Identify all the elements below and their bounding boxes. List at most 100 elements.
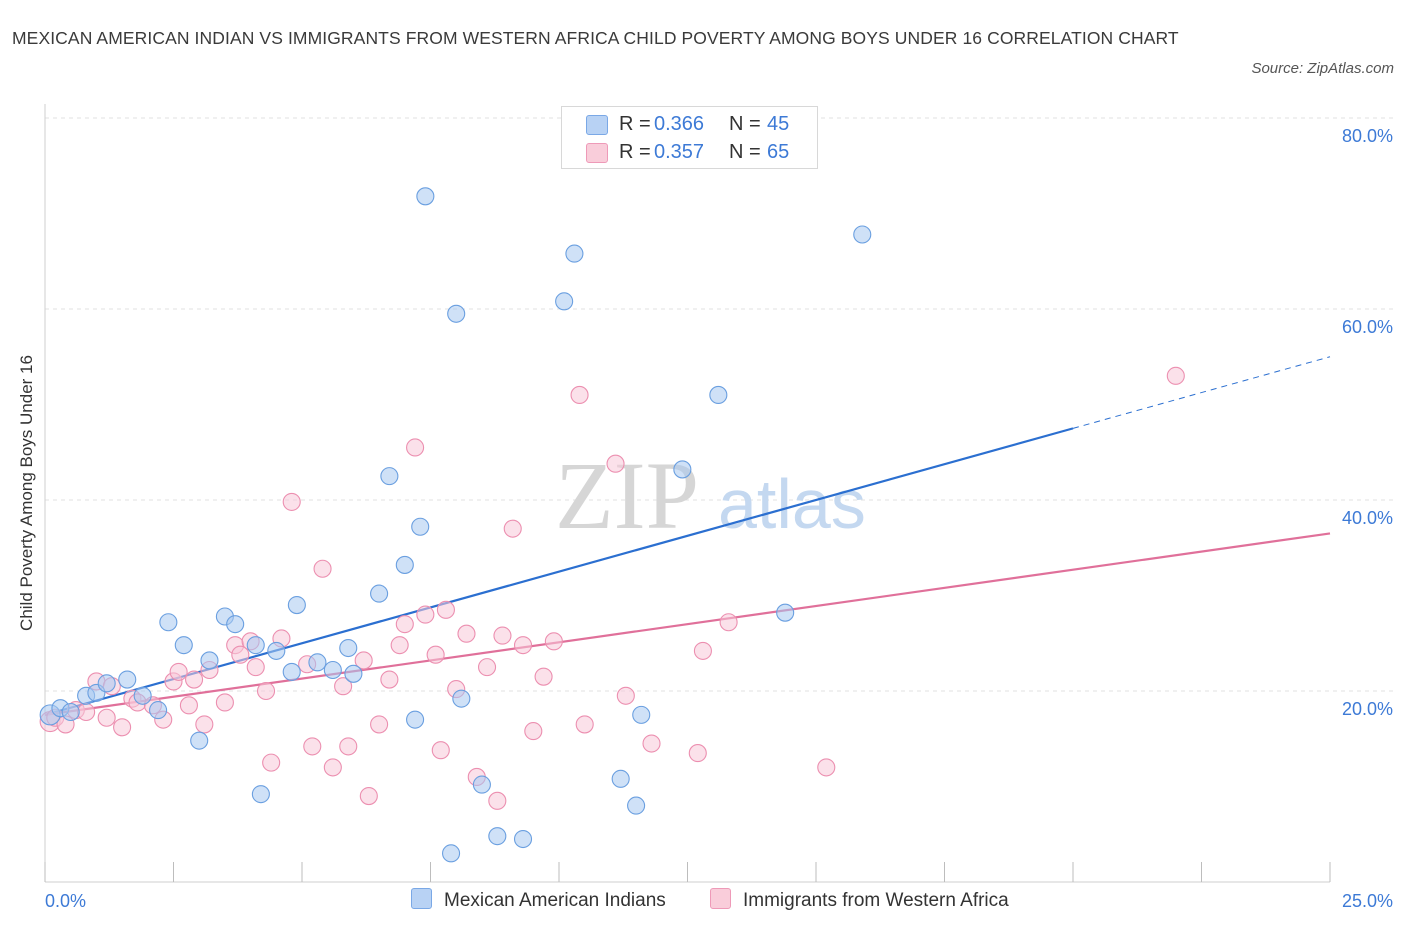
data-point xyxy=(416,187,435,206)
data-point xyxy=(817,758,836,777)
data-point xyxy=(282,662,301,681)
data-point xyxy=(354,651,373,670)
data-point xyxy=(442,844,461,863)
data-point xyxy=(555,292,574,311)
data-point xyxy=(380,467,399,486)
data-point xyxy=(513,636,533,655)
x-tick-label: 25.0% xyxy=(1342,891,1393,911)
y-tick-label: 20.0% xyxy=(1342,699,1393,719)
watermark: ZIP atlas xyxy=(555,442,866,549)
data-point xyxy=(159,613,178,632)
data-point xyxy=(77,702,96,722)
data-point xyxy=(262,753,281,772)
data-point xyxy=(113,718,132,737)
data-point xyxy=(169,662,188,681)
legend-r-value: 0.366 xyxy=(654,113,705,135)
data-point xyxy=(436,600,455,619)
data-point xyxy=(370,584,389,603)
legend-r-value: 0.357 xyxy=(654,141,705,163)
data-point xyxy=(452,689,471,708)
bottom-legend-label: Immigrants from Western Africa xyxy=(743,890,1009,911)
data-point xyxy=(174,636,193,655)
y-tick-label: 40.0% xyxy=(1342,508,1393,528)
data-point xyxy=(246,636,265,655)
data-point xyxy=(323,758,342,777)
y-tick-label: 60.0% xyxy=(1342,317,1393,337)
data-point xyxy=(395,615,414,634)
y-tick-label: 80.0% xyxy=(1342,126,1393,146)
data-point xyxy=(627,796,646,815)
data-point xyxy=(287,595,306,615)
data-point xyxy=(632,705,651,724)
data-point xyxy=(673,460,692,479)
bottom-legend-label: Mexican American Indians xyxy=(444,890,666,911)
data-point xyxy=(97,674,116,693)
data-point xyxy=(190,731,209,750)
data-point xyxy=(611,769,630,788)
correlation-legend: R = 0.366 N = 45 R = 0.357 N = 65 xyxy=(561,106,818,169)
data-point xyxy=(575,715,594,734)
data-point xyxy=(380,670,399,689)
data-point xyxy=(195,715,214,734)
data-point xyxy=(185,670,204,689)
data-point xyxy=(313,559,332,578)
source-label: Source: ZipAtlas.com xyxy=(1251,60,1394,77)
data-point xyxy=(513,829,533,849)
data-point xyxy=(447,304,466,323)
legend-n-label: N = xyxy=(729,141,761,163)
data-point xyxy=(493,626,512,645)
legend-r-label: R = xyxy=(619,141,651,163)
data-point xyxy=(488,791,507,810)
data-point xyxy=(472,775,491,794)
legend-n-value: 45 xyxy=(767,113,790,135)
data-point xyxy=(1166,366,1185,385)
data-point xyxy=(118,670,137,689)
data-point xyxy=(406,438,425,457)
y-axis-label: Child Poverty Among Boys Under 16 xyxy=(17,355,36,631)
data-point xyxy=(334,677,353,696)
data-point xyxy=(431,741,450,760)
watermark-zip: ZIP xyxy=(555,442,699,549)
data-point xyxy=(149,701,168,720)
data-point xyxy=(339,737,358,756)
data-point xyxy=(719,613,738,632)
watermark-atlas: atlas xyxy=(718,465,866,543)
data-point xyxy=(853,225,872,244)
data-point xyxy=(616,686,635,705)
data-point xyxy=(359,786,378,806)
data-point xyxy=(200,651,219,670)
data-point xyxy=(426,645,445,664)
data-point xyxy=(544,632,563,651)
data-point xyxy=(565,244,584,263)
data-point xyxy=(282,492,301,511)
data-point xyxy=(416,605,435,624)
data-point xyxy=(534,667,553,686)
bottom-legend-swatch-blue xyxy=(411,888,432,909)
data-point xyxy=(709,385,728,405)
chart-title: MEXICAN AMERICAN INDIAN VS IMMIGRANTS FR… xyxy=(12,28,1179,48)
data-point xyxy=(339,638,358,658)
bottom-legend-immigrants-western-africa: Immigrants from Western Africa xyxy=(710,888,1009,912)
data-point xyxy=(267,641,286,660)
data-point xyxy=(395,555,414,574)
data-point xyxy=(256,681,276,701)
axes xyxy=(44,104,1331,883)
data-point xyxy=(61,702,80,722)
legend-n-value: 65 xyxy=(767,141,790,163)
x-tick-labels: 0.0% 25.0% xyxy=(45,891,1393,911)
data-point xyxy=(477,658,497,677)
data-point xyxy=(693,641,712,660)
legend-r-label: R = xyxy=(619,113,651,135)
data-point xyxy=(524,722,543,741)
data-point xyxy=(606,454,625,473)
data-point xyxy=(642,734,661,753)
data-point xyxy=(133,686,152,705)
bottom-legend-swatch-pink xyxy=(710,888,731,909)
data-point xyxy=(323,660,342,680)
data-point xyxy=(406,710,425,729)
data-points xyxy=(39,187,1185,863)
data-point xyxy=(231,645,250,664)
trend-line-extension xyxy=(1072,356,1331,429)
legend-swatch-pink xyxy=(586,143,608,163)
data-point xyxy=(370,715,389,734)
